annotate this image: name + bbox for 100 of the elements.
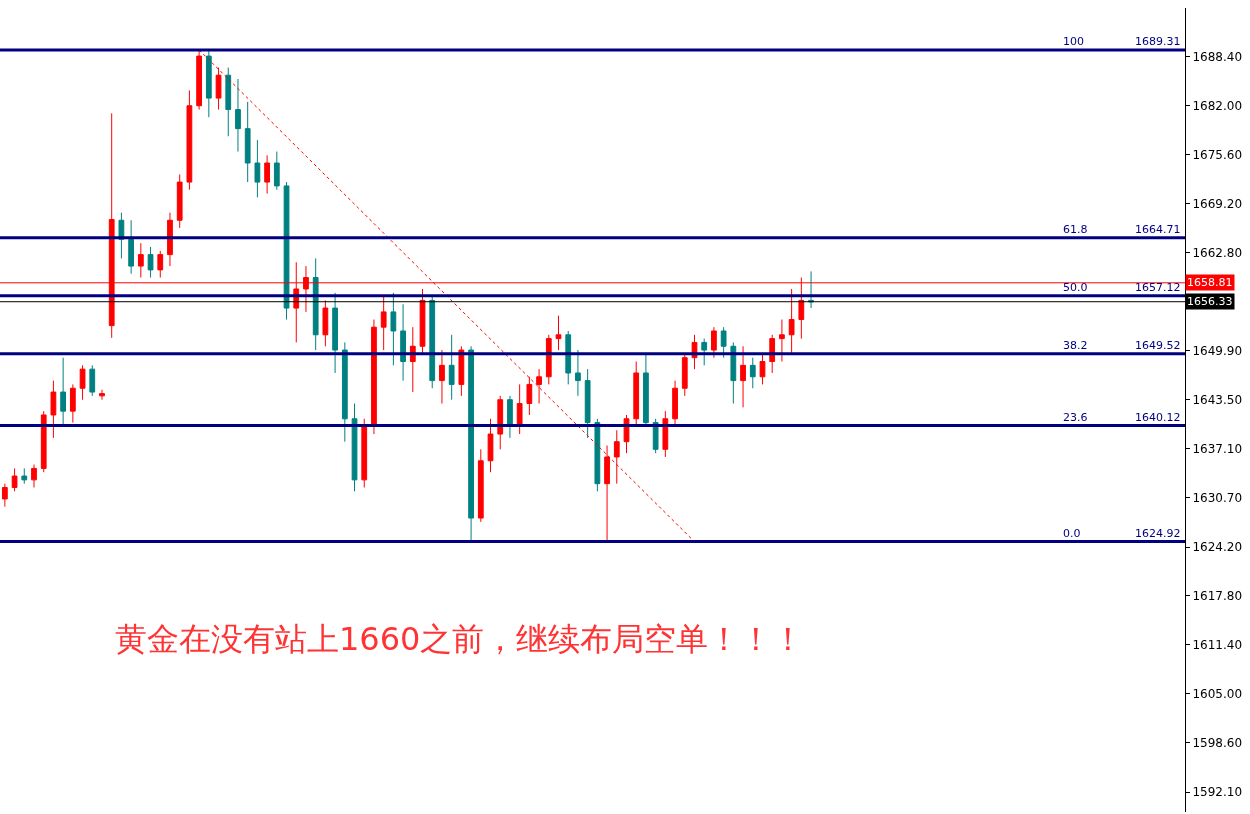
candlestick [235,78,241,153]
y-tick-label: 1617.80 [1192,589,1243,604]
candlestick [312,257,319,351]
candlestick [749,357,756,389]
candlestick [176,173,183,229]
candlestick [594,418,601,492]
candlestick [390,292,397,366]
candlestick [788,288,795,355]
annotation: 0.0 [1063,527,1081,540]
candlestick [254,139,261,198]
candlestick [69,383,76,424]
candlestick [351,403,358,492]
candlestick [633,361,640,427]
ref-line-label: 1640.12 [1135,411,1181,424]
candlestick [643,353,649,427]
y-tick-label: 1662.80 [1192,245,1243,260]
candlestick [186,89,193,191]
candlestick [711,326,717,359]
candlestick [205,49,212,118]
annotation: 38.2 [1063,339,1088,352]
candlestick [21,467,28,485]
candlestick [40,410,47,473]
ref-line-label: 1656.33 [1187,295,1233,308]
candlestick [516,383,523,435]
candlestick [11,467,18,492]
annotation: 61.8 [1063,223,1088,236]
candlestick [283,181,290,321]
candlestick [613,429,620,485]
candlestick [448,334,455,401]
candlestick [662,410,669,458]
y-tick-label: 1592.10 [1192,785,1243,800]
candlestick [361,418,368,488]
candlestick [720,326,727,359]
candlestick [468,345,474,543]
annotation: 23.6 [1063,411,1088,424]
y-tick-label: 1649.90 [1192,344,1243,359]
candlestick [273,151,280,191]
candlestick [487,418,494,473]
y-tick-label: 1682.00 [1192,98,1243,113]
candlestick [681,353,688,397]
candlestick [215,67,222,111]
candlestick [244,101,251,183]
candlestick [400,303,406,382]
candlestick [536,368,542,405]
candlestick [79,364,86,401]
annotation: 黄金在没有站上1660之前，继续布局空单！！！ [115,620,805,658]
ref-line-label: 1657.12 [1135,281,1181,294]
y-tick-label: 1643.50 [1192,392,1243,407]
candlestick [99,389,105,401]
y-tick-label: 1675.60 [1192,147,1243,162]
candlestick [545,334,552,385]
candlestick [808,270,814,309]
candlestick [264,154,270,195]
annotation: 50.0 [1063,281,1088,294]
ref-line-label: 1664.71 [1135,223,1181,236]
candlestick [429,296,436,389]
candlestick [526,376,533,416]
candlestick [740,345,746,408]
candlestick [507,395,513,439]
annotation: 100 [1063,35,1084,48]
candlestick [565,330,572,385]
y-tick-label: 1624.20 [1192,540,1243,555]
y-tick-label: 1598.60 [1192,735,1243,750]
candlestick [1,483,8,508]
candlestick [341,341,348,443]
candlestick [730,341,737,405]
candlestick [584,368,591,439]
candlestick [167,212,173,267]
candlestick [555,315,562,351]
candlestick [477,448,484,523]
candlestick [439,349,445,405]
candlestick [371,319,377,435]
candlestick [60,357,67,427]
ref-line-label: 1624.92 [1135,527,1181,540]
ref-line-label: 1689.31 [1135,35,1181,48]
candlestick [701,338,708,366]
y-tick-label: 1605.00 [1192,686,1243,701]
candlestick [31,464,37,488]
candlestick [128,219,135,275]
y-tick-label: 1630.70 [1192,490,1243,505]
candlestick [458,345,465,397]
candlestick [419,288,426,355]
y-tick-label: 1688.40 [1192,50,1243,65]
candlestick [497,395,504,450]
candlestick [380,296,387,351]
ref-line-label: 1658.81 [1187,276,1233,289]
y-tick-label: 1669.20 [1192,196,1243,211]
y-tick-label: 1611.40 [1192,637,1243,652]
y-tick-label: 1637.10 [1192,441,1243,456]
candlestick [137,242,144,279]
candlestick [157,250,164,279]
candlestick [332,292,338,374]
candlestick [225,67,232,137]
ref-line-label: 1649.52 [1135,339,1181,352]
candlestick [89,364,96,397]
candlestick [322,299,329,347]
candlestick [672,380,678,427]
candlestick [50,380,57,439]
candlestick [779,319,785,363]
candlestick [759,353,766,385]
